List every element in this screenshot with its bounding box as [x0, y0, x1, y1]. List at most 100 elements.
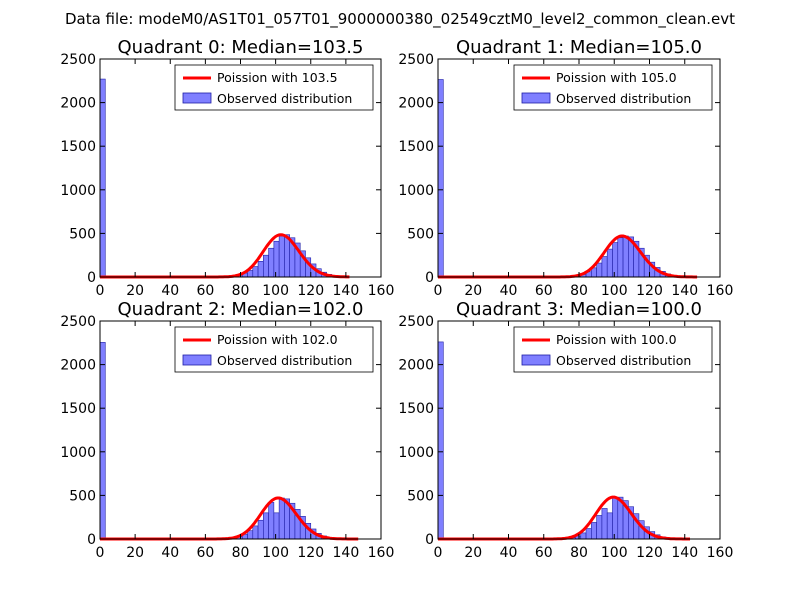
- poisson-line: [100, 496, 359, 541]
- histogram-bar: [622, 235, 629, 278]
- panel-title: Quadrant 3: Median=100.0: [456, 299, 702, 320]
- x-tick-label: 60: [535, 283, 553, 299]
- histogram-bar: [612, 497, 619, 540]
- histogram-bar: [257, 261, 264, 278]
- x-tick-label: 140: [671, 545, 698, 561]
- y-tick-label: 2000: [60, 358, 96, 374]
- histogram-bar: [606, 248, 613, 278]
- y-tick-label: 1500: [398, 401, 434, 417]
- x-tick-label: 20: [126, 283, 144, 299]
- y-tick-label: 0: [87, 270, 96, 286]
- x-tick-label: 20: [464, 545, 482, 561]
- x-tick-label: 40: [500, 283, 518, 299]
- x-tick-label: 160: [368, 545, 395, 561]
- legend-line-label: Poission with 103.5: [217, 70, 338, 85]
- histogram-bar: [437, 79, 444, 278]
- panel-title: Quadrant 0: Median=103.5: [118, 37, 364, 58]
- histogram-bar: [601, 256, 608, 278]
- legend-bar-swatch: [521, 92, 551, 104]
- y-tick-label: 1000: [398, 445, 434, 461]
- histogram-bar: [601, 508, 608, 540]
- y-tick-label: 1500: [60, 139, 96, 155]
- y-tick-label: 500: [407, 226, 434, 242]
- histogram-bar: [268, 502, 275, 540]
- x-tick-label: 160: [368, 283, 395, 299]
- x-tick-label: 120: [636, 545, 663, 561]
- histogram-bar: [612, 242, 619, 278]
- y-tick-label: 2500: [60, 314, 96, 330]
- histogram-bar: [252, 266, 259, 278]
- legend-line-label: Poission with 105.0: [556, 70, 677, 85]
- y-tick-label: 1000: [60, 183, 96, 199]
- y-tick-label: 0: [87, 532, 96, 548]
- histogram-bar: [437, 341, 444, 540]
- histogram-bar: [596, 262, 603, 278]
- histogram-bar: [99, 342, 106, 540]
- x-tick-label: 60: [196, 545, 214, 561]
- legend-bar-label: Observed distribution: [556, 91, 691, 106]
- x-tick-label: 80: [570, 545, 588, 561]
- histogram-bar: [606, 512, 613, 540]
- y-tick-label: 2500: [398, 314, 434, 330]
- legend: Poission with 102.0 Observed distribution: [174, 326, 374, 373]
- x-tick-label: 100: [601, 283, 628, 299]
- histogram-bar: [585, 528, 592, 540]
- y-tick-label: 0: [425, 270, 434, 286]
- x-tick-label: 160: [707, 545, 734, 561]
- x-tick-label: 80: [232, 283, 250, 299]
- y-tick-label: 0: [425, 532, 434, 548]
- x-tick-label: 0: [434, 545, 443, 561]
- legend: Poission with 100.0 Observed distribution: [513, 326, 713, 373]
- y-tick-label: 1500: [398, 139, 434, 155]
- legend-line-label: Poission with 102.0: [217, 332, 338, 347]
- figure-suptitle: Data file: modeM0/AS1T01_057T01_90000003…: [65, 10, 735, 29]
- histogram-bar: [278, 235, 285, 278]
- x-tick-label: 80: [232, 545, 250, 561]
- histogram-bar: [257, 519, 264, 540]
- legend-bar-swatch: [182, 92, 212, 104]
- y-tick-label: 2000: [398, 96, 434, 112]
- quadrant-1-panel: Quadrant 1: Median=105.0 0 20 40 60 80 100 120 1…: [398, 37, 733, 299]
- x-tick-label: 80: [570, 283, 588, 299]
- x-tick-label: 0: [434, 283, 443, 299]
- x-tick-label: 120: [636, 283, 663, 299]
- histogram-bar: [580, 532, 587, 540]
- x-tick-label: 100: [262, 545, 289, 561]
- y-tick-label: 2000: [60, 96, 96, 112]
- x-tick-label: 120: [297, 545, 324, 561]
- legend-line-label: Poission with 100.0: [556, 332, 677, 347]
- panel-title: Quadrant 1: Median=105.0: [456, 37, 702, 58]
- y-tick-label: 500: [69, 488, 96, 504]
- histogram-bar: [591, 522, 597, 540]
- x-tick-label: 40: [161, 545, 179, 561]
- legend-bar-swatch: [182, 354, 212, 366]
- y-tick-label: 2500: [60, 52, 96, 68]
- x-tick-label: 60: [535, 545, 553, 561]
- histogram-bar: [617, 237, 624, 278]
- x-tick-label: 140: [671, 283, 698, 299]
- histogram-bar: [273, 512, 280, 540]
- legend-bar-label: Observed distribution: [217, 353, 352, 368]
- x-tick-label: 40: [500, 545, 518, 561]
- x-tick-label: 140: [333, 283, 360, 299]
- x-tick-label: 20: [464, 283, 482, 299]
- poisson-line: [438, 234, 698, 279]
- legend-bar-swatch: [521, 354, 551, 366]
- y-tick-label: 500: [69, 226, 96, 242]
- histogram-bar: [263, 512, 269, 540]
- legend-bar-label: Observed distribution: [556, 353, 691, 368]
- legend: Poission with 103.5 Observed distribution: [174, 64, 374, 111]
- histogram-bar: [284, 234, 290, 278]
- quadrant-2-panel: Quadrant 2: Median=102.0 0 20 40 60 80 100 120 1…: [60, 299, 394, 561]
- panel-title: Quadrant 2: Median=102.0: [118, 299, 364, 320]
- legend: Poission with 105.0 Observed distribution: [513, 64, 713, 111]
- y-tick-label: 500: [407, 488, 434, 504]
- y-tick-label: 1000: [398, 183, 434, 199]
- x-tick-label: 60: [196, 283, 214, 299]
- histogram-bar: [268, 247, 275, 278]
- x-tick-label: 0: [96, 545, 105, 561]
- y-tick-label: 1500: [60, 401, 96, 417]
- histogram-bar: [263, 254, 269, 278]
- x-tick-label: 140: [333, 545, 360, 561]
